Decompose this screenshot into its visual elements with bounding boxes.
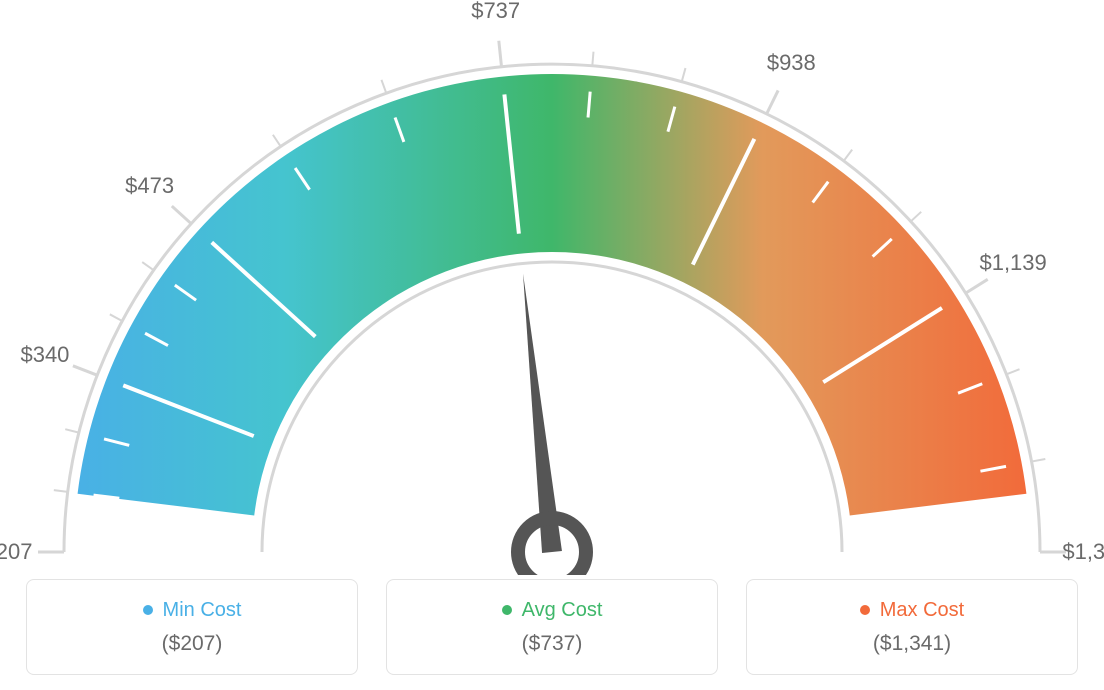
legend-card-avg: Avg Cost ($737): [386, 579, 718, 675]
gauge-tick-label: $1,139: [979, 250, 1046, 276]
legend-value-max: ($1,341): [873, 632, 951, 656]
gauge-tick-label: $1,341: [1062, 539, 1104, 565]
legend-label-avg: Avg Cost: [522, 599, 603, 622]
gauge-tick-label: $473: [125, 173, 174, 199]
gauge-tick-label: $340: [20, 342, 69, 368]
legend-dot-min: [143, 605, 153, 615]
gauge-chart: $207 $340 $473 $737 $938 $1,139 $1,341: [0, 0, 1104, 575]
gauge-tick-label: $737: [471, 0, 520, 24]
legend-label-max: Max Cost: [880, 599, 964, 622]
legend-card-max: Max Cost ($1,341): [746, 579, 1078, 675]
gauge-tick-label: $938: [767, 50, 816, 76]
legend-card-min: Min Cost ($207): [26, 579, 358, 675]
legend-label-min: Min Cost: [163, 599, 242, 622]
legend-dot-avg: [502, 605, 512, 615]
legend-row: Min Cost ($207) Avg Cost ($737) Max Cost…: [0, 579, 1104, 675]
legend-value-min: ($207): [162, 632, 223, 656]
legend-value-avg: ($737): [522, 632, 583, 656]
gauge-tick-label: $207: [0, 539, 32, 565]
legend-dot-max: [860, 605, 870, 615]
